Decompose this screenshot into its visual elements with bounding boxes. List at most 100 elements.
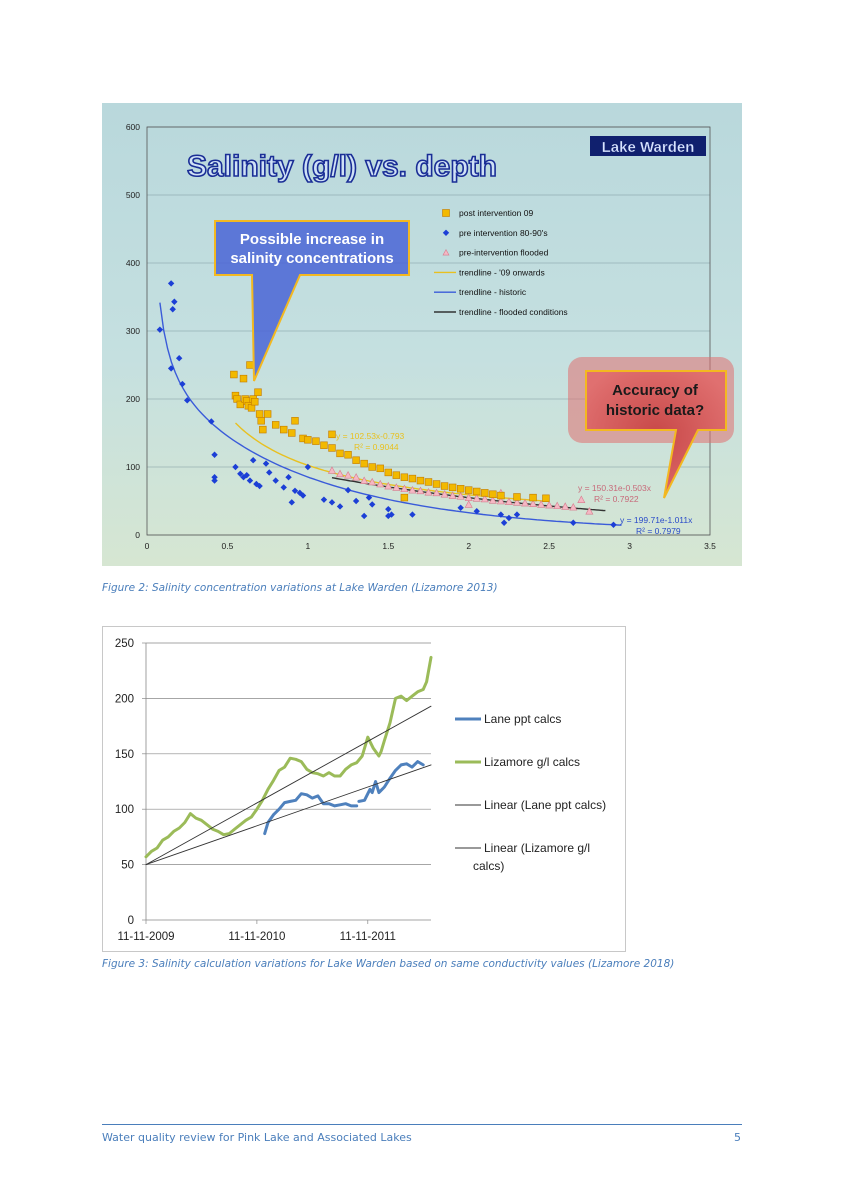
point-flooded [521,498,530,507]
point-post [246,361,254,369]
point-historic [240,474,247,481]
point-flooded [496,496,505,505]
point-historic [513,511,521,518]
point-flooded [456,492,465,500]
footer-title: Water quality review for Pink Lake and A… [102,1131,412,1144]
point-flooded [553,501,562,510]
callout-increase: Possible increase in salinity concentrat… [214,220,410,382]
legend-marker-diamond [442,229,450,236]
point-historic [169,306,176,313]
point-post [247,404,256,412]
legend-label: post intervention 09 [459,208,533,218]
equation-post-line2: R² = 0.9044 [354,442,399,452]
point-flooded [336,469,345,478]
equation-historic-line2: R² = 0.7979 [636,526,681,536]
calc-chart-legend: Lane ppt calcs Lizamore g/l calcs Linear (… [455,712,606,873]
point-post [328,444,336,452]
point-historic [505,514,513,522]
legend-marker-square [442,209,450,217]
point-post [257,417,265,425]
point-historic [291,487,299,494]
point-flooded [577,495,586,503]
point-post [263,410,272,418]
point-flooded [400,484,409,493]
legend-label: pre intervention 80-90's [459,228,548,238]
x-tick-label: 11-11-2009 [117,931,174,943]
y-tick-label: 50 [121,860,134,872]
point-post [497,491,505,500]
point-historic [211,474,218,481]
x-tick-label: 3 [627,541,632,551]
trendline-post [235,422,550,502]
point-historic [232,463,239,471]
equation-historic-line1: y = 199.71e-1.011x [620,515,693,525]
chart-legend: post intervention 09 pre intervention 80-… [434,208,568,317]
point-post [465,486,473,494]
legend-label: Linear (Lane ppt calcs) [484,798,606,812]
series-line-3 [145,705,432,866]
point-post [288,429,296,437]
point-post [432,480,441,488]
point-post [368,463,376,471]
x-tick-label: 0 [145,541,150,551]
point-flooded [488,496,497,504]
legend-label: pre-intervention flooded [459,248,549,258]
y-tick-label: 200 [115,693,134,705]
callout-increase-line1: Possible increase in [240,231,384,248]
legend-label: trendline - '09 onwards [459,267,545,277]
point-post [513,493,521,501]
figure-3-caption: Figure 3: Salinity calculation variation… [102,958,675,970]
point-post [542,494,550,502]
point-historic [500,519,508,526]
point-flooded [529,499,538,508]
callout-increase-line2: salinity concentrations [230,250,393,267]
salinity-depth-chart: 0 100 200 300 400 500 600 0 0.5 1 1.5 2 2.5 3 3.5 Sali… [102,103,742,566]
point-post [230,370,238,379]
point-post [481,489,489,497]
point-historic [473,508,480,515]
series-line-0 [263,760,425,836]
point-post [456,485,465,493]
point-post [408,474,417,483]
equation-flooded-line2: R² = 0.7922 [594,494,639,504]
y-tick-label: 500 [126,190,140,200]
point-post [392,471,401,479]
point-flooded [537,500,546,508]
point-post [376,464,384,473]
plot-area [146,126,711,536]
salinity-depth-figure: 0 100 200 300 400 500 600 0 0.5 1 1.5 2 2.5 3 3.5 Sali… [102,103,742,566]
point-flooded [368,477,377,486]
legend-label-cont: calcs) [473,859,504,873]
point-historic [208,418,215,425]
legend-label: Lizamore g/l calcs [484,755,580,769]
point-flooded [569,502,578,511]
y-tick-label: 100 [115,804,134,816]
point-historic [167,280,175,287]
y-tick-label: 300 [126,326,140,336]
point-historic [211,477,218,484]
point-flooded [424,488,433,496]
point-flooded [432,488,441,497]
salinity-calc-chart: 0 50 100 150 200 250 11-11-2009 11-11-2010 11-11… [115,638,606,943]
salinity-calc-figure: 0 50 100 150 200 250 11-11-2009 11-11-2010 11-11… [102,626,626,952]
y-tick-label: 150 [115,749,134,761]
point-historic [320,496,328,503]
point-post [254,388,262,396]
point-post [259,425,267,434]
point-historic [328,499,336,506]
point-post [291,417,299,425]
page-number: 5 [734,1131,741,1144]
point-historic [385,505,392,513]
point-post [251,398,259,406]
y-tick-label: 250 [115,638,134,650]
x-tick-label: 2.5 [543,541,555,551]
point-flooded [561,502,570,510]
point-flooded [448,491,457,499]
legend-marker-triangle [442,248,450,256]
point-post [312,437,320,445]
point-historic [167,365,175,372]
footer-rule [102,1124,742,1125]
y-tick-label: 600 [126,122,140,132]
point-flooded [392,483,401,491]
point-flooded [384,481,393,490]
